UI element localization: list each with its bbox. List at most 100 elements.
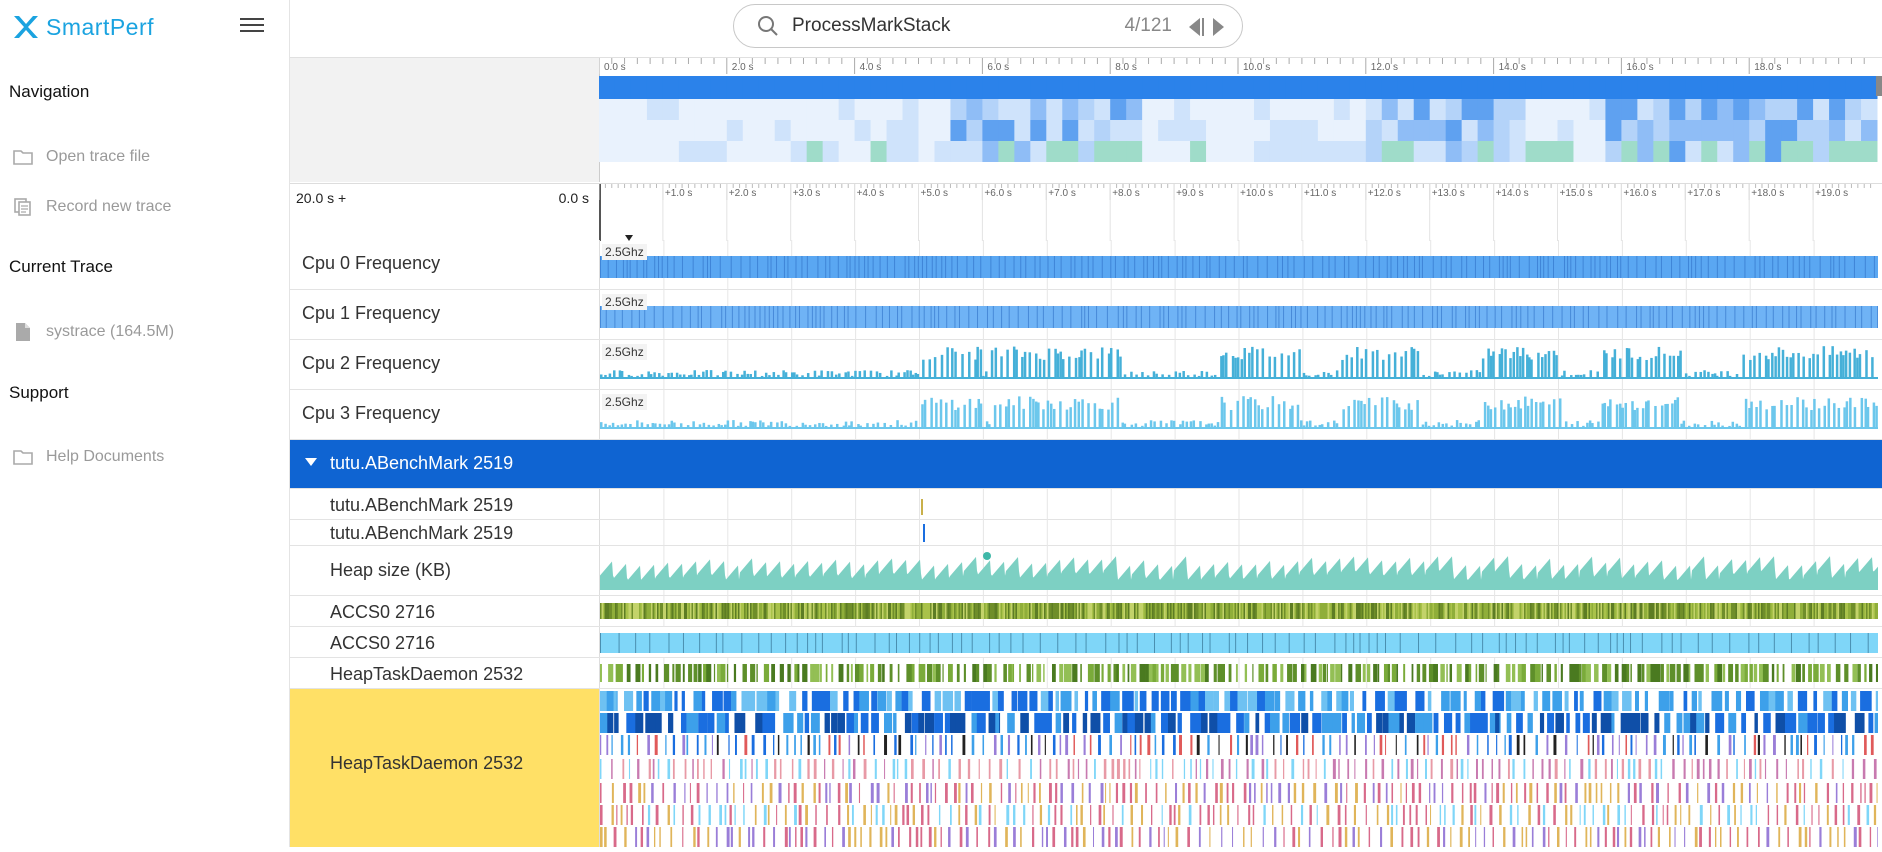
thread-slice (1815, 603, 1817, 619)
process-row[interactable]: tutu.ABenchMark 2519 (290, 440, 1882, 489)
thread-slice (733, 783, 735, 803)
freq-segment (1140, 306, 1142, 328)
freq-segment (1427, 425, 1431, 428)
track-cpu-3-frequency[interactable]: Cpu 3 Frequency 2.5Ghz (290, 390, 1882, 440)
freq-segment (1098, 408, 1102, 428)
freq-segment (1413, 306, 1415, 328)
thread-slice (616, 805, 618, 825)
thread-slice (1024, 603, 1026, 619)
freq-segment (1633, 409, 1636, 428)
thread-slice (1762, 664, 1769, 682)
thread-slice (1055, 713, 1062, 733)
thread-slice (1205, 664, 1209, 682)
track-accs0-a[interactable]: ACCS0 2716 (290, 596, 1882, 627)
freq-segment (837, 256, 839, 278)
thread-slice (1162, 603, 1164, 619)
sidebar-item-label: Open trace file (46, 148, 151, 165)
search-input[interactable] (790, 14, 1094, 38)
thread-slice (1876, 603, 1878, 619)
thread-slice (1163, 827, 1165, 847)
overview-heat-cell (1158, 99, 1175, 120)
overview-heat-cell (1222, 120, 1239, 141)
thread-slice (1002, 603, 1004, 619)
freq-segment (1359, 306, 1361, 328)
thread-slice (1062, 603, 1064, 619)
time-ruler[interactable]: +1.0 s +2.0 s +3.0 s +4.0 s +5.0 s +6.0 s +7.0… (599, 183, 1882, 241)
thread-slice (1252, 805, 1255, 825)
thread-slice (1387, 691, 1396, 711)
track-lane[interactable]: 2.5Ghz (599, 390, 1878, 440)
thread-slice (1441, 783, 1444, 803)
overview-heat-cell (790, 141, 808, 162)
track-lane[interactable] (599, 520, 1878, 546)
thread-slice (627, 735, 631, 755)
sidebar-item-record-trace[interactable]: Record new trace (12, 195, 171, 219)
thread-slice (1667, 783, 1669, 803)
track-lane[interactable] (599, 689, 1882, 847)
thread-slice (1499, 805, 1502, 825)
thread-slice (1299, 603, 1301, 619)
thread-slice (1640, 713, 1649, 733)
thread-slice (1295, 735, 1299, 755)
thread-slice (1474, 603, 1476, 619)
thread-slice (1691, 691, 1697, 711)
thread-slice (935, 664, 941, 682)
thread-slice (1010, 633, 1012, 653)
track-lane[interactable] (599, 546, 1882, 596)
freq-segment (689, 306, 691, 328)
next-result-button[interactable] (1213, 18, 1224, 36)
thread-slice (876, 603, 878, 619)
track-thread-main-2[interactable]: tutu.ABenchMark 2519 (290, 520, 1882, 546)
thread-slice (1026, 603, 1028, 619)
track-lane[interactable]: 2.5Ghz (599, 240, 1878, 290)
freq-segment (600, 256, 601, 278)
sidebar-item-systrace[interactable]: systrace (164.5M) (12, 320, 174, 344)
track-cpu-0-frequency[interactable]: Cpu 0 Frequency 2.5Ghz (290, 240, 1882, 290)
track-heaptaskdaemon-b[interactable]: HeapTaskDaemon 2532 (290, 689, 1882, 847)
search-box[interactable]: 4/121 (733, 4, 1243, 48)
freq-segment (1530, 359, 1533, 378)
sidebar-item-help-documents[interactable]: Help Documents (12, 445, 164, 469)
thread-slice (1217, 713, 1228, 733)
overview-heat-cell (1110, 76, 1127, 99)
thread-slice (1075, 827, 1079, 847)
collapse-triangle-icon[interactable] (305, 458, 317, 466)
freq-segment (1694, 371, 1697, 378)
thread-slice (1656, 783, 1659, 803)
freq-segment (1687, 425, 1691, 428)
track-cpu-1-frequency[interactable]: Cpu 1 Frequency 2.5Ghz (290, 290, 1882, 340)
sidebar-item-open-trace[interactable]: Open trace file (12, 145, 150, 169)
track-heaptaskdaemon-a[interactable]: HeapTaskDaemon 2532 (290, 658, 1882, 689)
freq-segment (900, 424, 903, 428)
thread-slice (1191, 603, 1193, 619)
track-thread-main[interactable]: tutu.ABenchMark 2519 (290, 489, 1882, 520)
track-heap-size[interactable]: Heap size (KB) (290, 546, 1882, 596)
overview-heat-cell (1269, 141, 1287, 162)
thread-slice (1230, 691, 1241, 711)
thread-slice (894, 805, 898, 825)
thread-slice (828, 735, 831, 755)
hamburger-menu-icon[interactable] (240, 14, 264, 38)
thread-slice (1129, 783, 1133, 803)
thread-slice (646, 603, 648, 619)
freq-segment (844, 372, 847, 378)
track-lane[interactable] (599, 489, 1878, 520)
track-lane[interactable] (599, 658, 1880, 689)
thread-slice (1521, 603, 1523, 619)
freq-segment (869, 370, 873, 378)
thread-slice (1182, 603, 1184, 619)
thread-slice (1389, 603, 1391, 619)
track-lane[interactable] (599, 627, 1878, 657)
track-lane[interactable] (599, 596, 1878, 627)
freq-segment (1455, 420, 1459, 428)
track-lane[interactable]: 2.5Ghz (599, 290, 1879, 340)
thread-slice (1339, 735, 1341, 755)
track-accs0-b[interactable]: ACCS0 2716 (290, 627, 1882, 658)
previous-result-button[interactable] (1189, 18, 1200, 36)
track-cpu-2-frequency[interactable]: Cpu 2 Frequency 2.5Ghz (290, 340, 1882, 390)
trace-overview[interactable]: 0.0 s 2.0 s 4.0 s 6.0 s 8.0 s 10.0 s 12.0 s 14.… (599, 58, 1882, 182)
freq-segment (693, 370, 697, 378)
freq-segment (1116, 349, 1120, 378)
thread-slice (1098, 735, 1101, 755)
track-lane[interactable]: 2.5Ghz (599, 340, 1878, 390)
